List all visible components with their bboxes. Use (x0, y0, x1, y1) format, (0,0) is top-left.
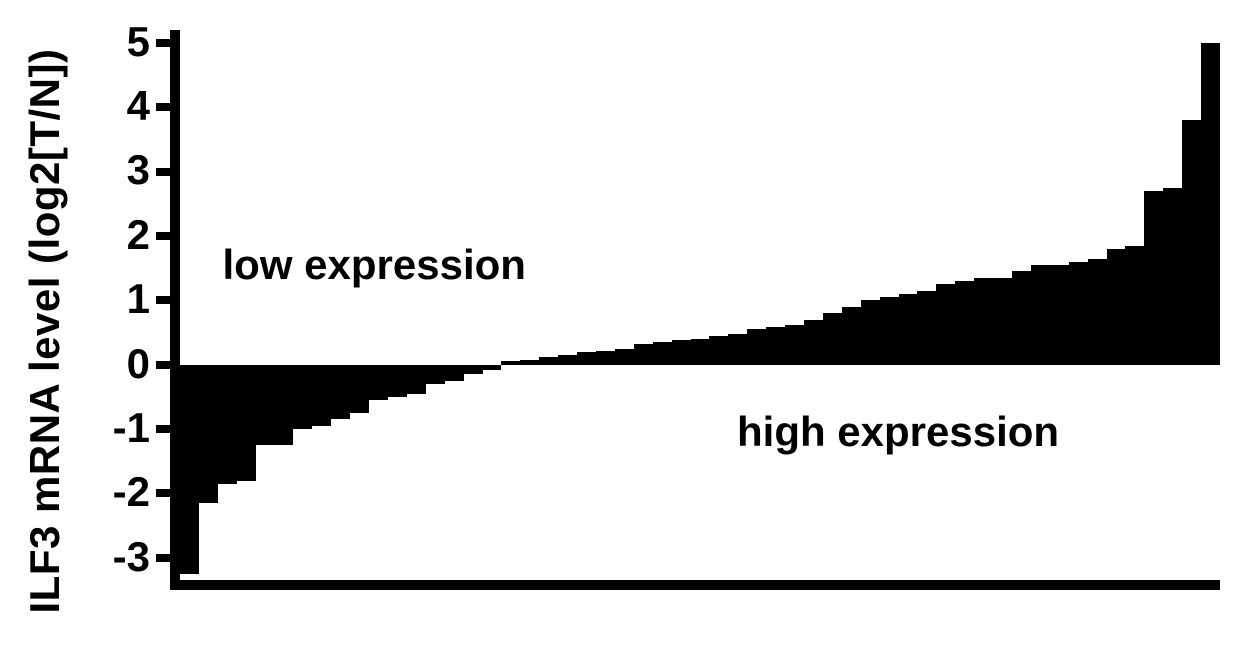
bar (596, 351, 615, 365)
plot-area (170, 30, 1220, 590)
bar (842, 307, 861, 365)
bar (501, 361, 520, 364)
bar (747, 329, 766, 364)
bar (1163, 188, 1182, 365)
bar (180, 365, 199, 574)
bar (1050, 265, 1069, 365)
bar (823, 313, 842, 364)
bar (1182, 120, 1201, 365)
bar (275, 365, 294, 445)
bar (237, 365, 256, 481)
y-tick-label: 3 (70, 146, 150, 194)
y-tick-label: 2 (70, 211, 150, 259)
bar (464, 365, 483, 375)
bar (955, 281, 974, 365)
bar (785, 325, 804, 365)
bar (653, 342, 672, 365)
annotation-low-expression: low expression (223, 241, 526, 289)
y-tick-mark (156, 103, 170, 111)
bar (917, 291, 936, 365)
y-tick-mark (156, 168, 170, 176)
y-tick-mark (156, 425, 170, 433)
bar (331, 365, 350, 420)
bar (993, 278, 1012, 365)
bar (483, 365, 502, 370)
bar (293, 365, 312, 429)
bar (709, 336, 728, 365)
bar (539, 357, 558, 365)
bar (1201, 43, 1220, 365)
bar (312, 365, 331, 426)
annotation-high-expression: high expression (737, 408, 1059, 456)
bar (672, 340, 691, 364)
y-tick-label: 0 (70, 340, 150, 388)
bar (1088, 259, 1107, 365)
y-tick-mark (156, 361, 170, 369)
y-tick-label: 4 (70, 82, 150, 130)
bar (1012, 271, 1031, 364)
bar (861, 300, 880, 364)
bar (558, 355, 577, 365)
bar (634, 344, 653, 365)
bar (691, 339, 710, 365)
y-tick-label: -1 (70, 404, 150, 452)
y-tick-mark (156, 232, 170, 240)
bar (520, 360, 539, 365)
bar (369, 365, 388, 400)
bar (615, 349, 634, 365)
y-tick-label: -2 (70, 468, 150, 516)
bar (974, 278, 993, 365)
bar (388, 365, 407, 397)
bar (899, 294, 918, 365)
bar (728, 334, 747, 365)
y-tick-mark (156, 554, 170, 562)
y-tick-mark (156, 489, 170, 497)
figure: ILF3 mRNA level (log2[T/N]) -3 -2 -1 0 1 2 3 4 5… (0, 0, 1240, 663)
bar (407, 365, 426, 394)
bar (577, 352, 596, 365)
bar (256, 365, 275, 445)
bar (1031, 265, 1050, 365)
bar (766, 327, 785, 364)
bar (199, 365, 218, 503)
bar (880, 297, 899, 365)
y-axis-title: ILF3 mRNA level (log2[T/N]) (21, 49, 69, 614)
bar (445, 365, 464, 381)
bar (1144, 191, 1163, 365)
y-tick-label: 5 (70, 18, 150, 66)
bar (804, 320, 823, 365)
y-tick-mark (156, 296, 170, 304)
bar (1125, 246, 1144, 365)
bar (1107, 249, 1126, 365)
bar (936, 284, 955, 364)
bar (350, 365, 369, 413)
y-tick-label: -3 (70, 533, 150, 581)
bar (218, 365, 237, 484)
y-tick-mark (156, 39, 170, 47)
bar (1069, 262, 1088, 365)
bar (426, 365, 445, 384)
y-tick-label: 1 (70, 275, 150, 323)
